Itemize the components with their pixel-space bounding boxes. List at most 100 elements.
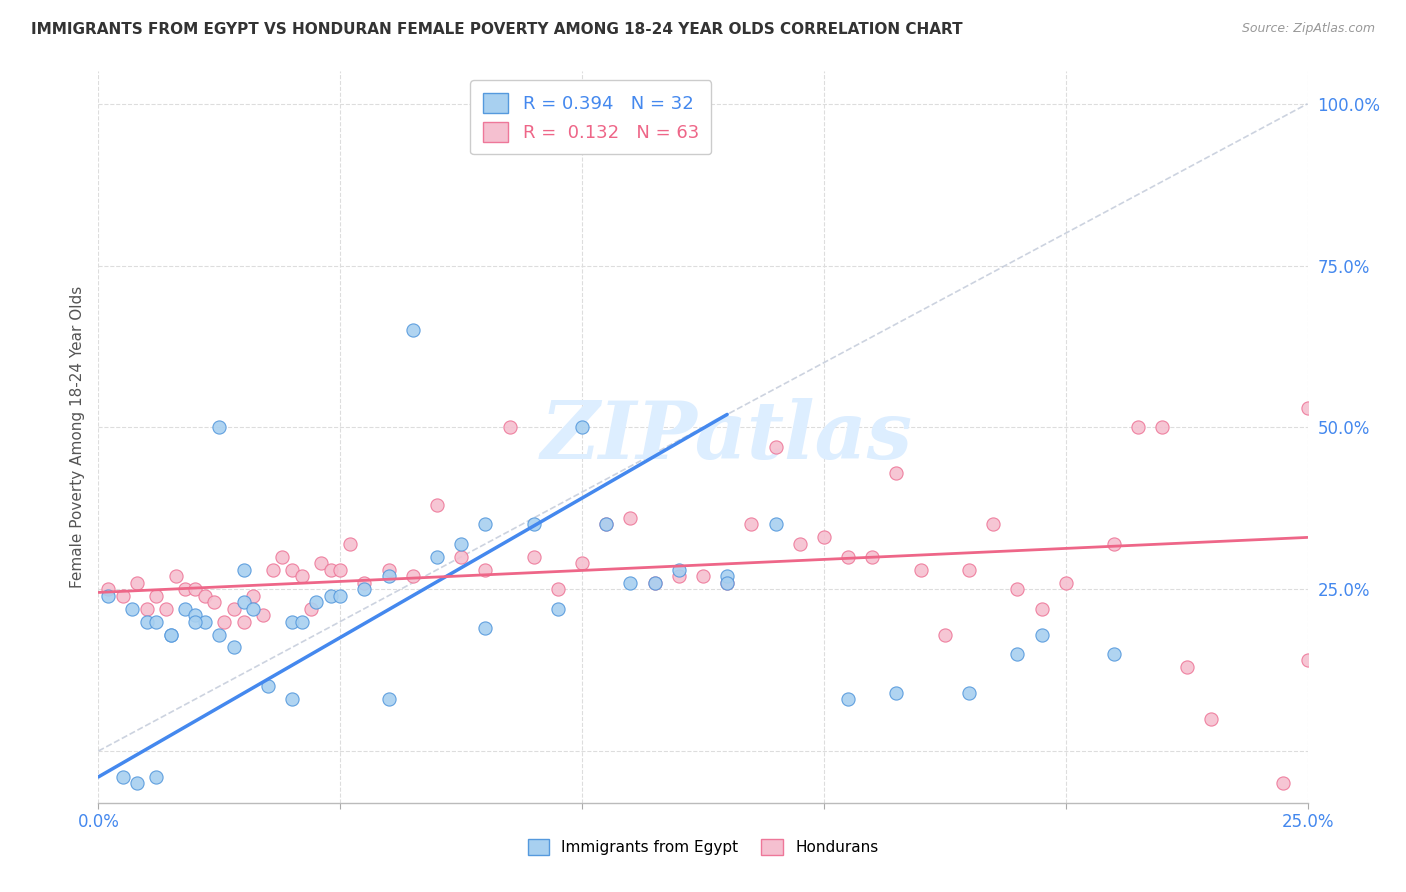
Point: [242, 601, 264, 615]
Point: [155, 601, 177, 615]
Point: [523, 517, 546, 532]
Point: [242, 589, 264, 603]
Point: [547, 601, 569, 615]
Point: [595, 517, 617, 532]
Point: [1102, 537, 1125, 551]
Point: [765, 517, 787, 532]
Point: [402, 323, 425, 337]
Point: [212, 615, 235, 629]
Point: [329, 563, 352, 577]
Y-axis label: Female Poverty Among 18-24 Year Olds: Female Poverty Among 18-24 Year Olds: [69, 286, 84, 588]
Point: [619, 511, 641, 525]
Point: [547, 96, 569, 111]
Point: [127, 575, 149, 590]
Point: [222, 640, 245, 655]
Point: [523, 549, 546, 564]
Point: [837, 549, 859, 564]
Point: [174, 582, 197, 597]
Point: [402, 569, 425, 583]
Point: [184, 608, 207, 623]
Point: [377, 692, 399, 706]
Point: [184, 582, 207, 597]
Point: [208, 627, 231, 641]
Point: [232, 563, 254, 577]
Point: [1007, 647, 1029, 661]
Point: [1031, 601, 1053, 615]
Point: [789, 537, 811, 551]
Point: [571, 96, 593, 111]
Point: [160, 627, 183, 641]
Point: [1175, 660, 1198, 674]
Legend: Immigrants from Egypt, Hondurans: Immigrants from Egypt, Hondurans: [522, 833, 884, 861]
Point: [426, 498, 449, 512]
Point: [339, 537, 361, 551]
Point: [174, 601, 197, 615]
Point: [271, 549, 294, 564]
Point: [97, 589, 120, 603]
Point: [111, 589, 134, 603]
Point: [1272, 776, 1295, 790]
Point: [165, 569, 187, 583]
Point: [571, 96, 593, 111]
Point: [204, 595, 226, 609]
Point: [256, 679, 278, 693]
Point: [644, 575, 666, 590]
Point: [740, 517, 762, 532]
Point: [981, 517, 1004, 532]
Point: [1102, 647, 1125, 661]
Point: [184, 615, 207, 629]
Point: [716, 575, 738, 590]
Point: [319, 589, 342, 603]
Point: [886, 686, 908, 700]
Point: [1296, 653, 1319, 667]
Point: [837, 692, 859, 706]
Point: [1296, 401, 1319, 415]
Point: [1152, 420, 1174, 434]
Point: [281, 563, 304, 577]
Point: [426, 549, 449, 564]
Point: [127, 776, 149, 790]
Point: [813, 530, 835, 544]
Point: [111, 770, 134, 784]
Point: [668, 569, 690, 583]
Point: [886, 466, 908, 480]
Point: [474, 517, 496, 532]
Point: [121, 601, 143, 615]
Point: [353, 575, 375, 590]
Point: [934, 627, 956, 641]
Point: [1128, 420, 1150, 434]
Point: [145, 770, 167, 784]
Point: [765, 440, 787, 454]
Point: [232, 615, 254, 629]
Point: [860, 549, 883, 564]
Point: [498, 420, 520, 434]
Point: [232, 595, 254, 609]
Point: [547, 582, 569, 597]
Point: [353, 582, 375, 597]
Point: [299, 601, 322, 615]
Point: [281, 615, 304, 629]
Point: [377, 569, 399, 583]
Point: [135, 615, 157, 629]
Point: [644, 575, 666, 590]
Point: [957, 686, 980, 700]
Point: [262, 563, 284, 577]
Point: [305, 595, 328, 609]
Point: [910, 563, 932, 577]
Point: [1031, 627, 1053, 641]
Point: [329, 589, 352, 603]
Point: [97, 582, 120, 597]
Point: [319, 563, 342, 577]
Point: [1007, 582, 1029, 597]
Point: [571, 557, 593, 571]
Point: [716, 575, 738, 590]
Point: [474, 563, 496, 577]
Point: [281, 692, 304, 706]
Point: [571, 420, 593, 434]
Text: ZIPatlas: ZIPatlas: [541, 399, 914, 475]
Point: [595, 517, 617, 532]
Point: [692, 569, 714, 583]
Point: [377, 563, 399, 577]
Point: [474, 621, 496, 635]
Point: [145, 615, 167, 629]
